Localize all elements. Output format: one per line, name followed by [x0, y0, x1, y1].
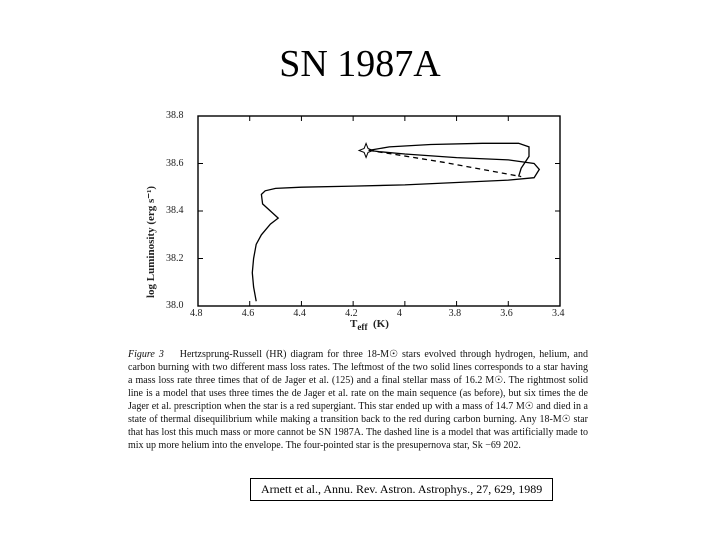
- citation-box: Arnett et al., Annu. Rev. Astron. Astrop…: [250, 478, 553, 501]
- x-tick-label: 4: [397, 308, 402, 319]
- x-tick-label: 4.8: [190, 308, 203, 319]
- citation-text: Arnett et al., Annu. Rev. Astron. Astrop…: [261, 482, 542, 496]
- page-title: SN 1987A: [0, 42, 720, 86]
- y-tick-label: 38.8: [166, 110, 184, 121]
- caption-text: Hertzsprung-Russell (HR) diagram for thr…: [128, 349, 588, 451]
- caption-label: Figure 3: [128, 349, 164, 360]
- y-axis-label: log Luminosity (erg s⁻¹): [144, 186, 157, 298]
- x-tick-label: 4.6: [242, 308, 255, 319]
- x-tick-label: 4.2: [345, 308, 358, 319]
- x-tick-label: 3.6: [500, 308, 513, 319]
- y-tick-label: 38.0: [166, 300, 184, 311]
- hr-diagram-chart: log Luminosity (erg s⁻¹) Teff (K) 4.8 4.6…: [140, 108, 570, 338]
- x-axis-label: Teff (K): [350, 318, 389, 332]
- x-tick-label: 4.4: [293, 308, 306, 319]
- x-tick-label: 3.4: [552, 308, 565, 319]
- x-tick-label: 3.8: [449, 308, 462, 319]
- chart-svg: [140, 108, 570, 338]
- y-tick-label: 38.4: [166, 205, 184, 216]
- x-axis-label-text: Teff (K): [350, 318, 389, 330]
- figure-caption: Figure 3 Hertzsprung-Russell (HR) diagra…: [128, 348, 588, 452]
- y-tick-label: 38.2: [166, 253, 184, 264]
- track-left-solid: [252, 150, 539, 301]
- slide: SN 1987A log Luminosity (erg s⁻¹) Teff (…: [0, 0, 720, 540]
- track-dashed: [369, 150, 522, 176]
- y-tick-label: 38.6: [166, 158, 184, 169]
